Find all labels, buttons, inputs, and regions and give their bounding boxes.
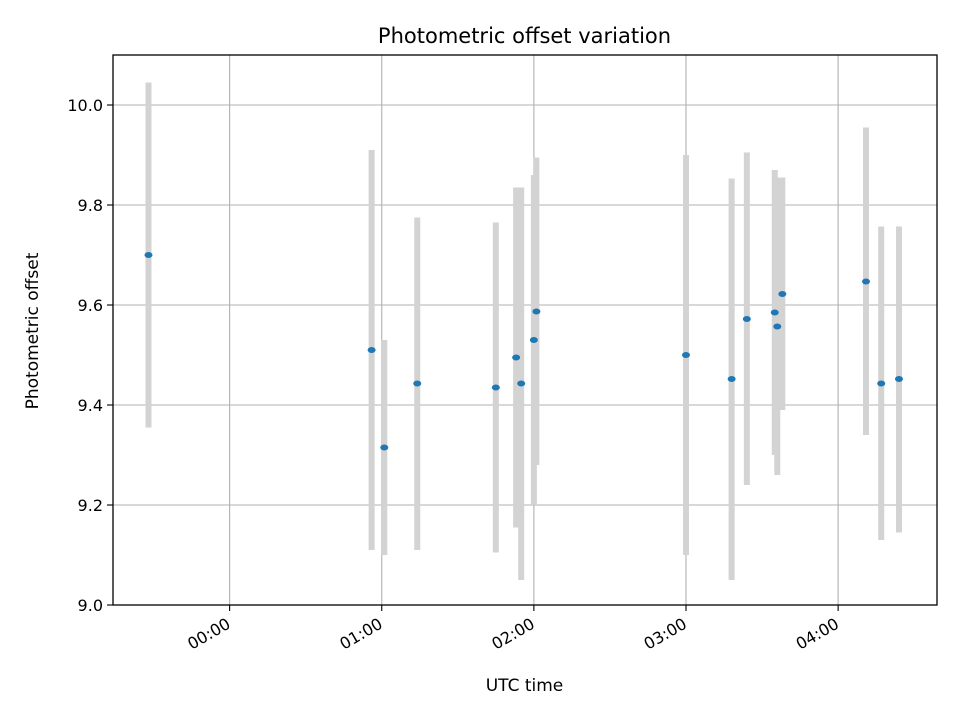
- data-point: [770, 309, 779, 316]
- data-point: [894, 376, 903, 382]
- data-point: [681, 352, 690, 358]
- data-point: [512, 354, 521, 361]
- chart-title: Photometric offset variation: [378, 24, 671, 48]
- data-point: [727, 376, 736, 382]
- data-point: [367, 347, 376, 353]
- data-point: [491, 384, 500, 391]
- y-tick-label: 9.2: [78, 496, 103, 515]
- data-point: [773, 323, 782, 330]
- y-tick-label: 9.6: [78, 296, 103, 315]
- data-point: [413, 380, 422, 387]
- y-tick-label: 9.8: [78, 196, 103, 215]
- x-axis-label: UTC time: [486, 676, 564, 696]
- y-tick-label: 10.0: [67, 96, 103, 115]
- point-layer: [144, 252, 903, 451]
- y-tick-label: 9.0: [78, 596, 103, 615]
- data-point: [380, 444, 389, 451]
- data-point: [517, 380, 526, 387]
- y-tick-label: 9.4: [78, 396, 103, 415]
- data-point: [742, 316, 751, 322]
- data-point: [877, 380, 886, 387]
- data-point: [862, 278, 871, 285]
- data-point: [532, 308, 541, 315]
- plot-frame: [112, 54, 938, 606]
- data-point: [778, 291, 787, 297]
- data-point: [529, 337, 538, 343]
- y-axis-label: Photometric offset: [23, 252, 43, 409]
- data-point: [144, 252, 153, 258]
